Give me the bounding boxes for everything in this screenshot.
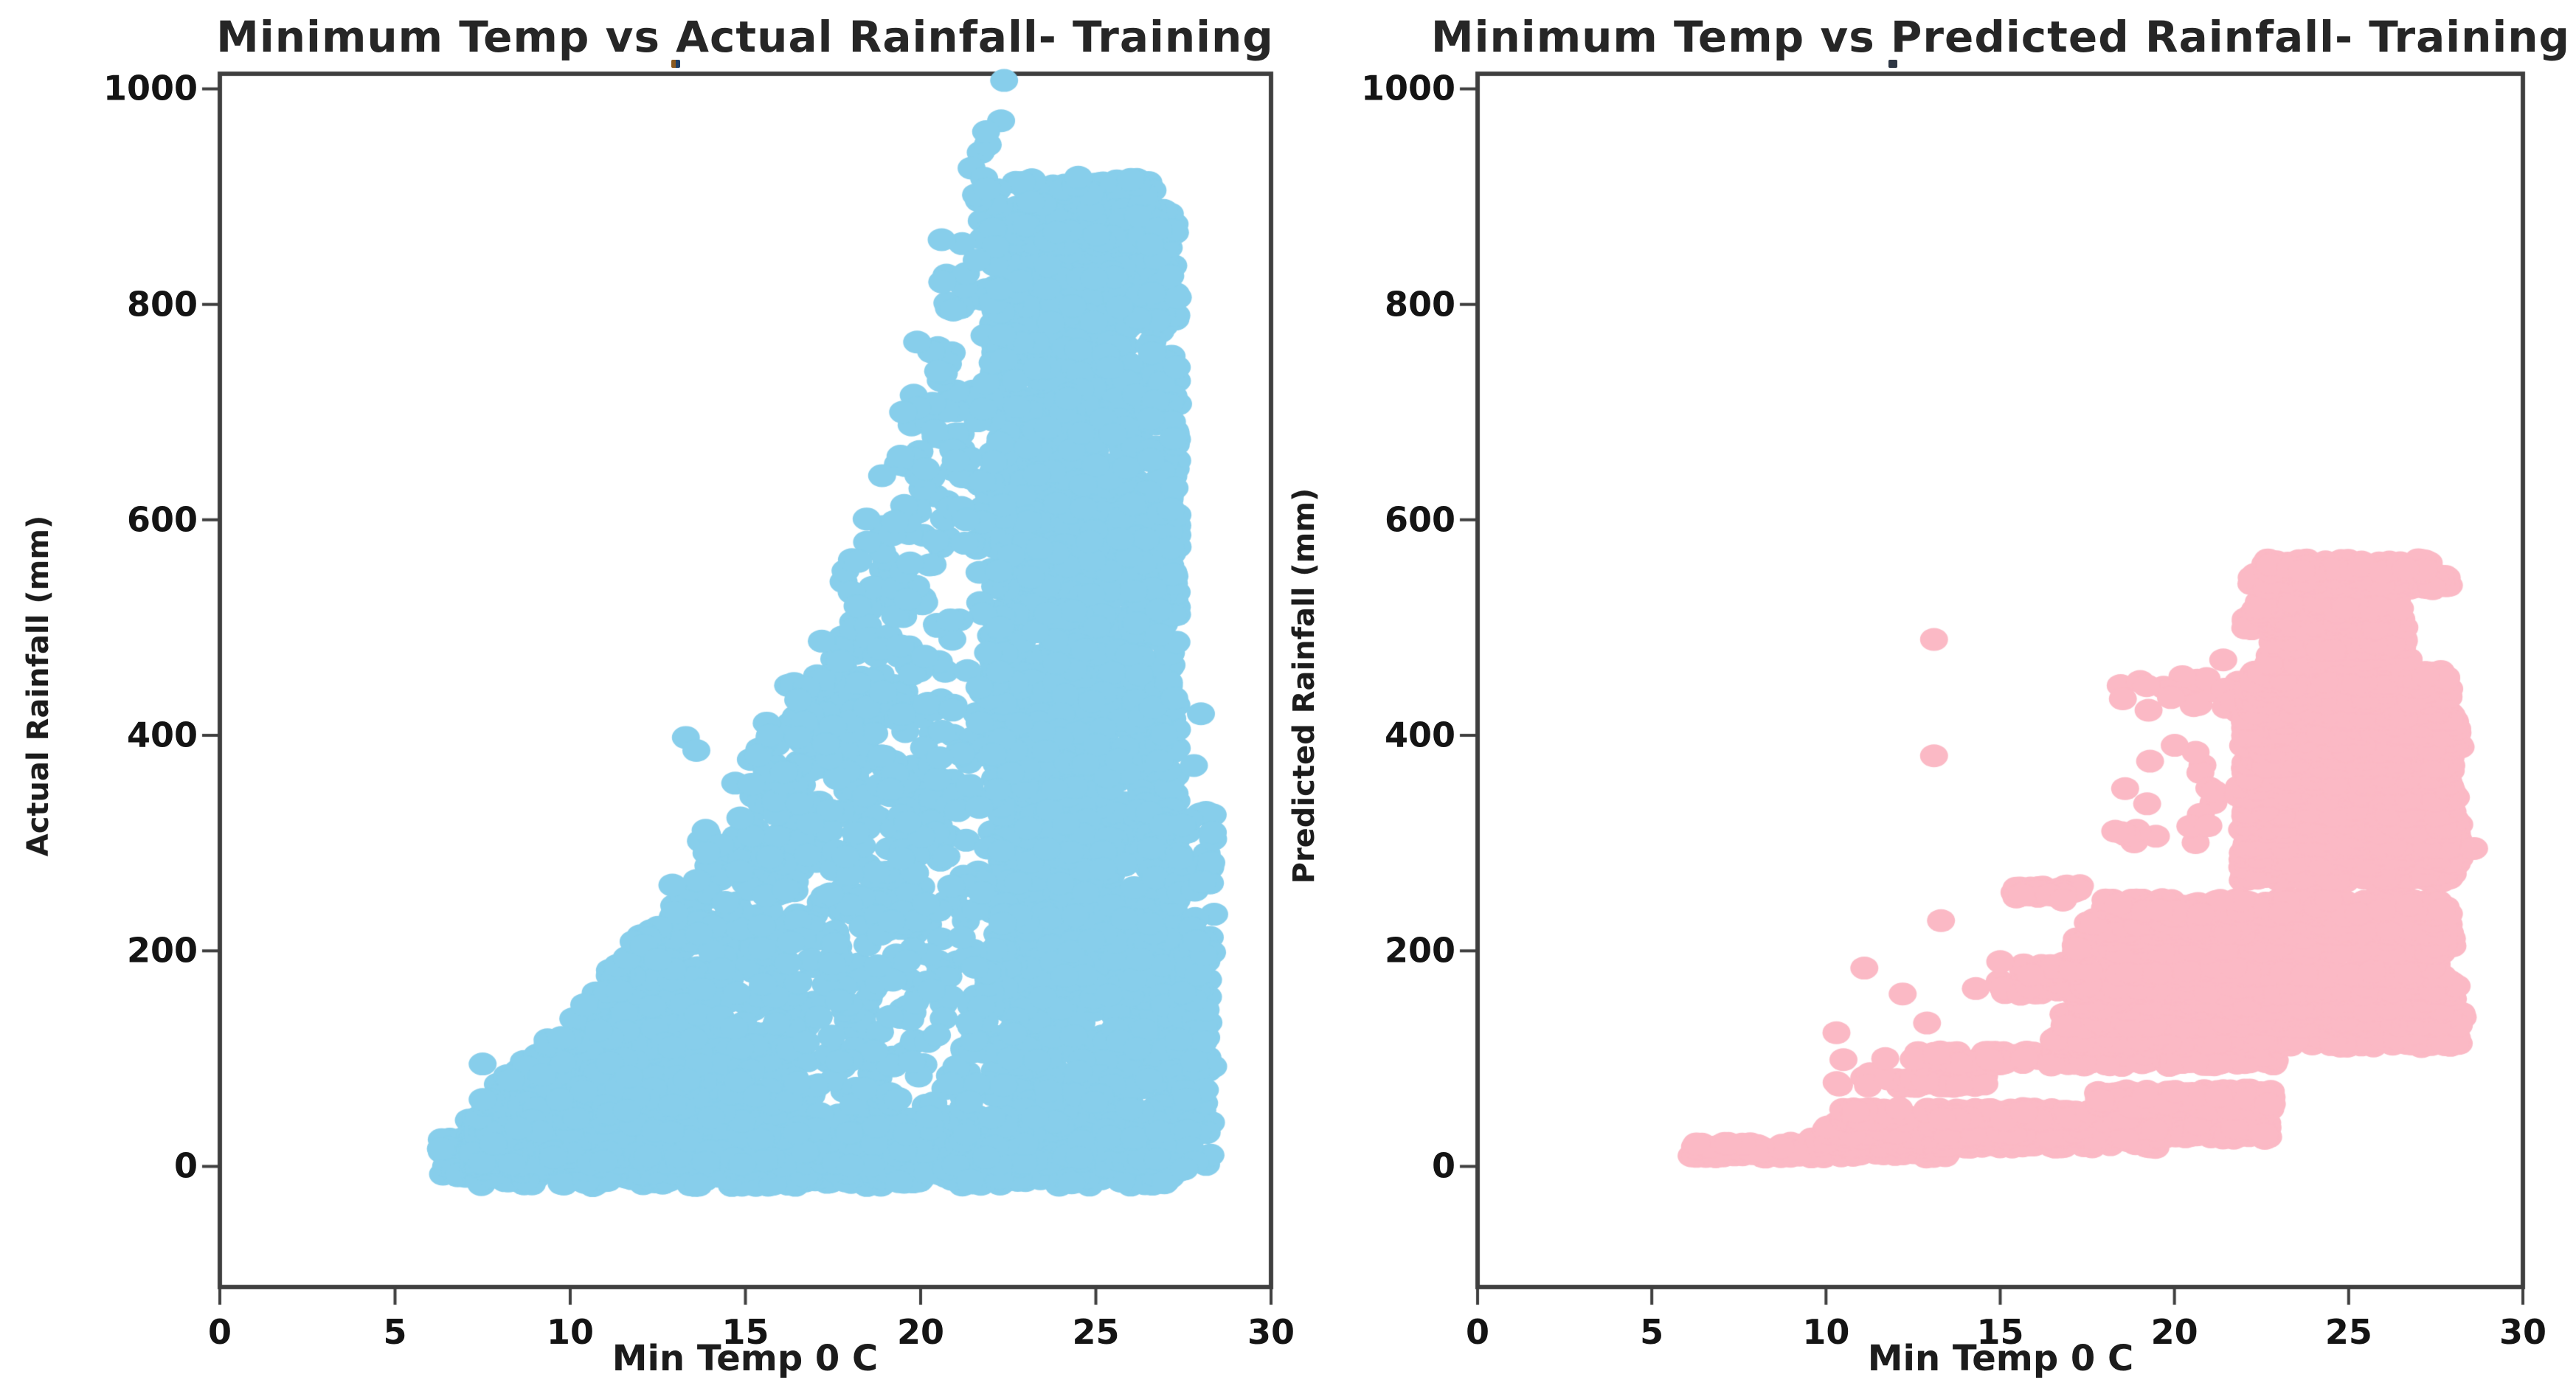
y-tick-label: 400 — [126, 715, 198, 755]
y-tick-label: 0 — [1431, 1146, 1455, 1187]
left-plot-title: Minimum Temp vs Actual Rainfall- Trainin… — [216, 12, 1274, 62]
left-plot-x-axis-label: Min Temp 0 C — [612, 1338, 879, 1379]
x-tick-label: 0 — [1465, 1312, 1489, 1352]
y-tick-label: 1000 — [103, 69, 198, 109]
title-stray-mark — [671, 60, 680, 68]
right-plot-y-axis-label: Predicted Rainfall (mm) — [1287, 488, 1321, 884]
y-tick-label: 200 — [1384, 930, 1455, 971]
left-plot-y-axis-label: Actual Rainfall (mm) — [21, 515, 55, 857]
y-tick-label: 800 — [1384, 284, 1455, 325]
x-tick-label: 15 — [1976, 1312, 2024, 1352]
y-tick-label: 200 — [126, 930, 198, 971]
y-tick-label: 0 — [173, 1146, 198, 1187]
x-tick-label: 25 — [2324, 1312, 2372, 1352]
x-tick-label: 20 — [2150, 1312, 2198, 1352]
x-tick-label: 5 — [383, 1312, 407, 1352]
right-plot-title: Minimum Temp vs Predicted Rainfall- Trai… — [1430, 12, 2571, 62]
x-tick-label: 30 — [2499, 1312, 2546, 1352]
x-tick-label: 0 — [207, 1312, 232, 1352]
x-tick-label: 5 — [1640, 1312, 1664, 1352]
x-tick-label: 15 — [721, 1312, 769, 1352]
y-tick-label: 1000 — [1360, 69, 1455, 109]
y-tick-label: 600 — [1384, 499, 1455, 540]
y-tick-label: 600 — [126, 499, 198, 540]
x-tick-label: 20 — [896, 1312, 944, 1352]
x-tick-label: 30 — [1247, 1312, 1295, 1352]
x-tick-label: 10 — [1802, 1312, 1850, 1352]
y-tick-label: 400 — [1384, 715, 1455, 755]
y-tick-label: 800 — [126, 284, 198, 325]
x-tick-label: 25 — [1072, 1312, 1120, 1352]
right-plot-x-axis-label: Min Temp 0 C — [1867, 1338, 2134, 1379]
x-tick-label: 10 — [546, 1312, 594, 1352]
title-stray-mark — [1888, 60, 1897, 68]
